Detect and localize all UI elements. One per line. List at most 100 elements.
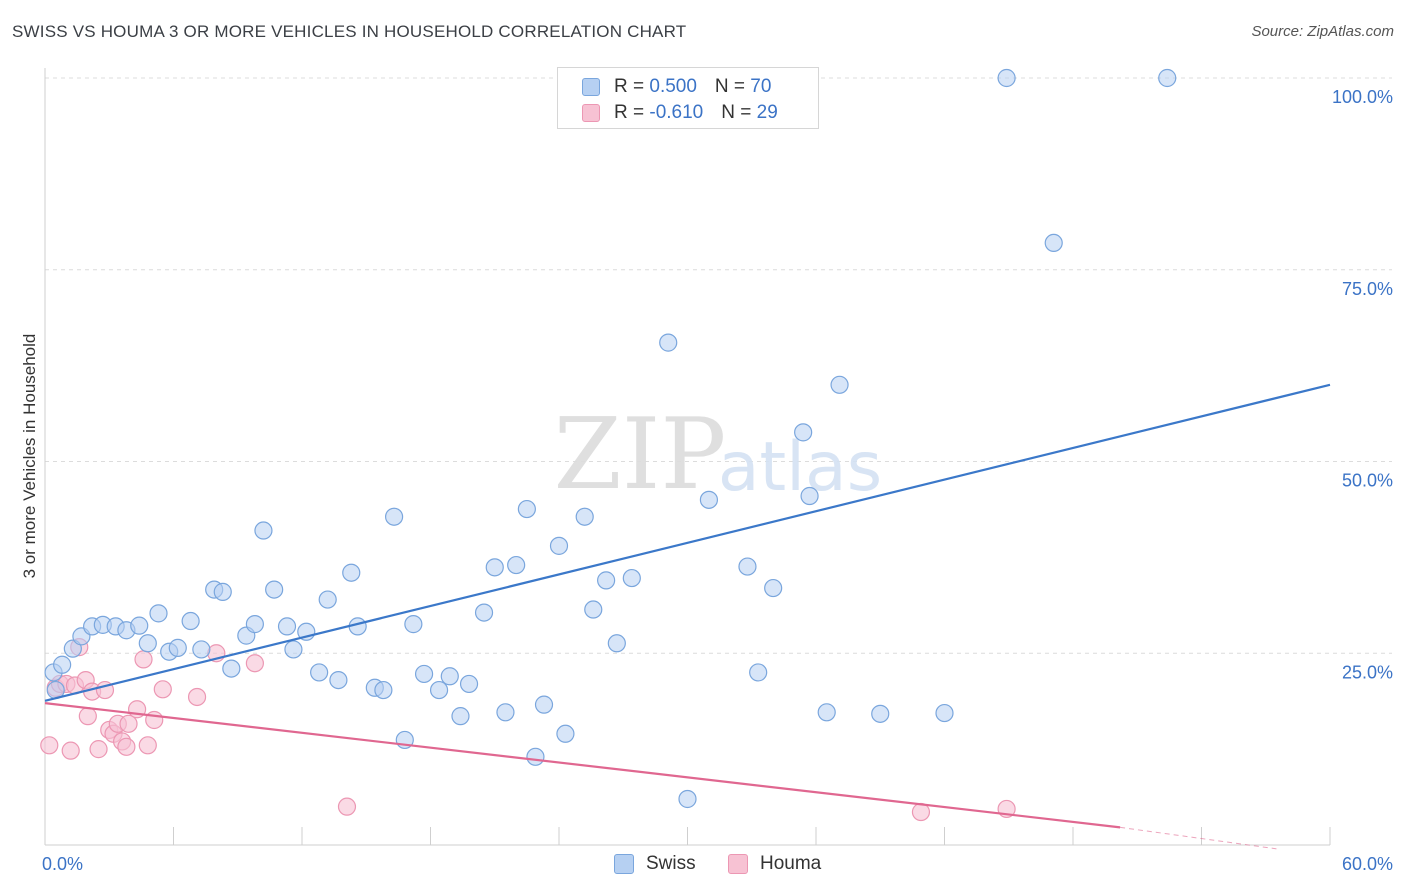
x-tick-label-min: 0.0%: [42, 854, 83, 874]
swiss-point: [1158, 68, 1177, 88]
swiss-point: [794, 423, 813, 442]
houma-trend-line: [44, 702, 1121, 829]
legend-swatch-houma: [582, 104, 600, 122]
bottom-swatch-houma: [728, 854, 748, 874]
swiss-point: [130, 616, 149, 635]
swiss-point: [254, 521, 273, 540]
swiss-point: [414, 664, 434, 684]
stats-legend: R = 0.500 N = 70 R = -0.610 N = 29: [557, 67, 819, 129]
bottom-legend-houma: Houma: [728, 851, 821, 877]
legend-swiss-r-value: 0.500: [649, 76, 697, 97]
bottom-legend-swiss-label: Swiss: [646, 853, 696, 874]
swiss-point: [1044, 233, 1063, 253]
swiss-point: [374, 680, 393, 700]
y-tick-label: 100.0%: [1332, 87, 1393, 107]
y-tick-label: 25.0%: [1342, 662, 1393, 682]
swiss-point: [63, 639, 82, 658]
swiss-point: [277, 617, 297, 636]
swiss-point: [53, 655, 72, 674]
swiss-point: [329, 670, 348, 690]
legend-houma-r-value: -0.610: [649, 102, 704, 123]
swiss-point: [451, 707, 470, 726]
swiss-point: [526, 747, 545, 766]
swiss-point: [556, 724, 575, 743]
swiss-point: [429, 680, 449, 700]
swiss-point: [507, 555, 526, 575]
swiss-point: [181, 611, 200, 631]
houma-point: [187, 687, 207, 707]
swiss-point: [404, 615, 423, 634]
source-label: Source: ZipAtlas.com: [1251, 23, 1394, 40]
swiss-point: [659, 333, 678, 352]
swiss-point: [534, 695, 554, 714]
swiss-point: [997, 68, 1016, 88]
y-tick-label: 50.0%: [1342, 471, 1393, 491]
grid-lines: [45, 77, 1392, 654]
swiss-point: [284, 640, 303, 659]
swiss-point: [764, 578, 783, 598]
swiss-point: [584, 600, 603, 619]
swiss-point: [575, 507, 594, 526]
swiss-point: [318, 590, 337, 609]
swiss-point: [384, 507, 404, 526]
swiss-point: [622, 568, 641, 588]
swiss-point: [607, 634, 626, 653]
houma-point: [89, 740, 108, 759]
legend-swatch-swiss: [582, 78, 600, 96]
legend-row-swiss: R = 0.500 N = 70: [582, 75, 771, 99]
houma-point: [119, 714, 138, 733]
watermark: ZIP atlas: [554, 398, 883, 512]
swiss-point: [597, 571, 616, 590]
houma-point: [245, 654, 264, 673]
houma-point: [61, 741, 80, 760]
swiss-point: [192, 640, 211, 659]
legend-swiss-n-label: N =: [714, 76, 751, 97]
swiss-point: [310, 663, 329, 682]
swiss-point: [738, 557, 757, 576]
watermark-zip: ZIP: [554, 398, 727, 512]
swiss-point: [517, 499, 536, 519]
trend-lines: [44, 383, 1331, 850]
swiss-point: [935, 703, 954, 723]
swiss-point: [213, 582, 232, 601]
watermark-atlas: atlas: [718, 428, 882, 507]
swiss-point: [678, 789, 697, 809]
tick-labels: 25.0% 50.0% 75.0% 100.0% 0.0% 60.0%: [42, 87, 1393, 874]
swiss-point: [342, 563, 361, 582]
swiss-point: [817, 703, 836, 722]
swiss-point: [699, 490, 719, 509]
houma-point: [78, 707, 97, 726]
swiss-point: [265, 580, 284, 599]
x-tick-label-max: 60.0%: [1342, 854, 1393, 874]
swiss-point: [459, 674, 479, 694]
y-axis-title: 3 or more Vehicles in Household: [20, 333, 39, 579]
swiss-point: [474, 603, 494, 622]
legend-row-houma: R = -0.610 N = 29: [582, 101, 778, 125]
swiss-point: [440, 667, 459, 686]
legend-swiss-n-value: 70: [750, 76, 772, 97]
swiss-point: [549, 536, 569, 555]
bottom-swatch-swiss: [614, 854, 634, 874]
swiss-point: [245, 615, 264, 634]
swiss-point: [871, 704, 890, 723]
swiss-trend-line: [44, 383, 1331, 702]
bottom-legend-swiss: Swiss: [614, 851, 696, 877]
houma-point: [337, 797, 357, 816]
swiss-points: [44, 68, 1177, 809]
houma-point: [153, 680, 172, 699]
swiss-point: [485, 558, 504, 577]
legend-houma-n-value: 29: [756, 102, 778, 123]
swiss-point: [168, 638, 187, 657]
houma-point: [138, 736, 157, 755]
legend-houma-n-label: N =: [721, 102, 757, 123]
bottom-legend-houma-label: Houma: [760, 853, 822, 874]
houma-point: [40, 736, 59, 755]
swiss-point: [222, 659, 241, 678]
houma-trend-extension: [1120, 826, 1277, 850]
chart-title: SWISS VS HOUMA 3 OR MORE VEHICLES IN HOU…: [12, 22, 687, 41]
swiss-point: [496, 703, 515, 722]
swiss-point: [149, 604, 168, 623]
houma-point: [134, 650, 153, 669]
swiss-point: [138, 634, 157, 653]
